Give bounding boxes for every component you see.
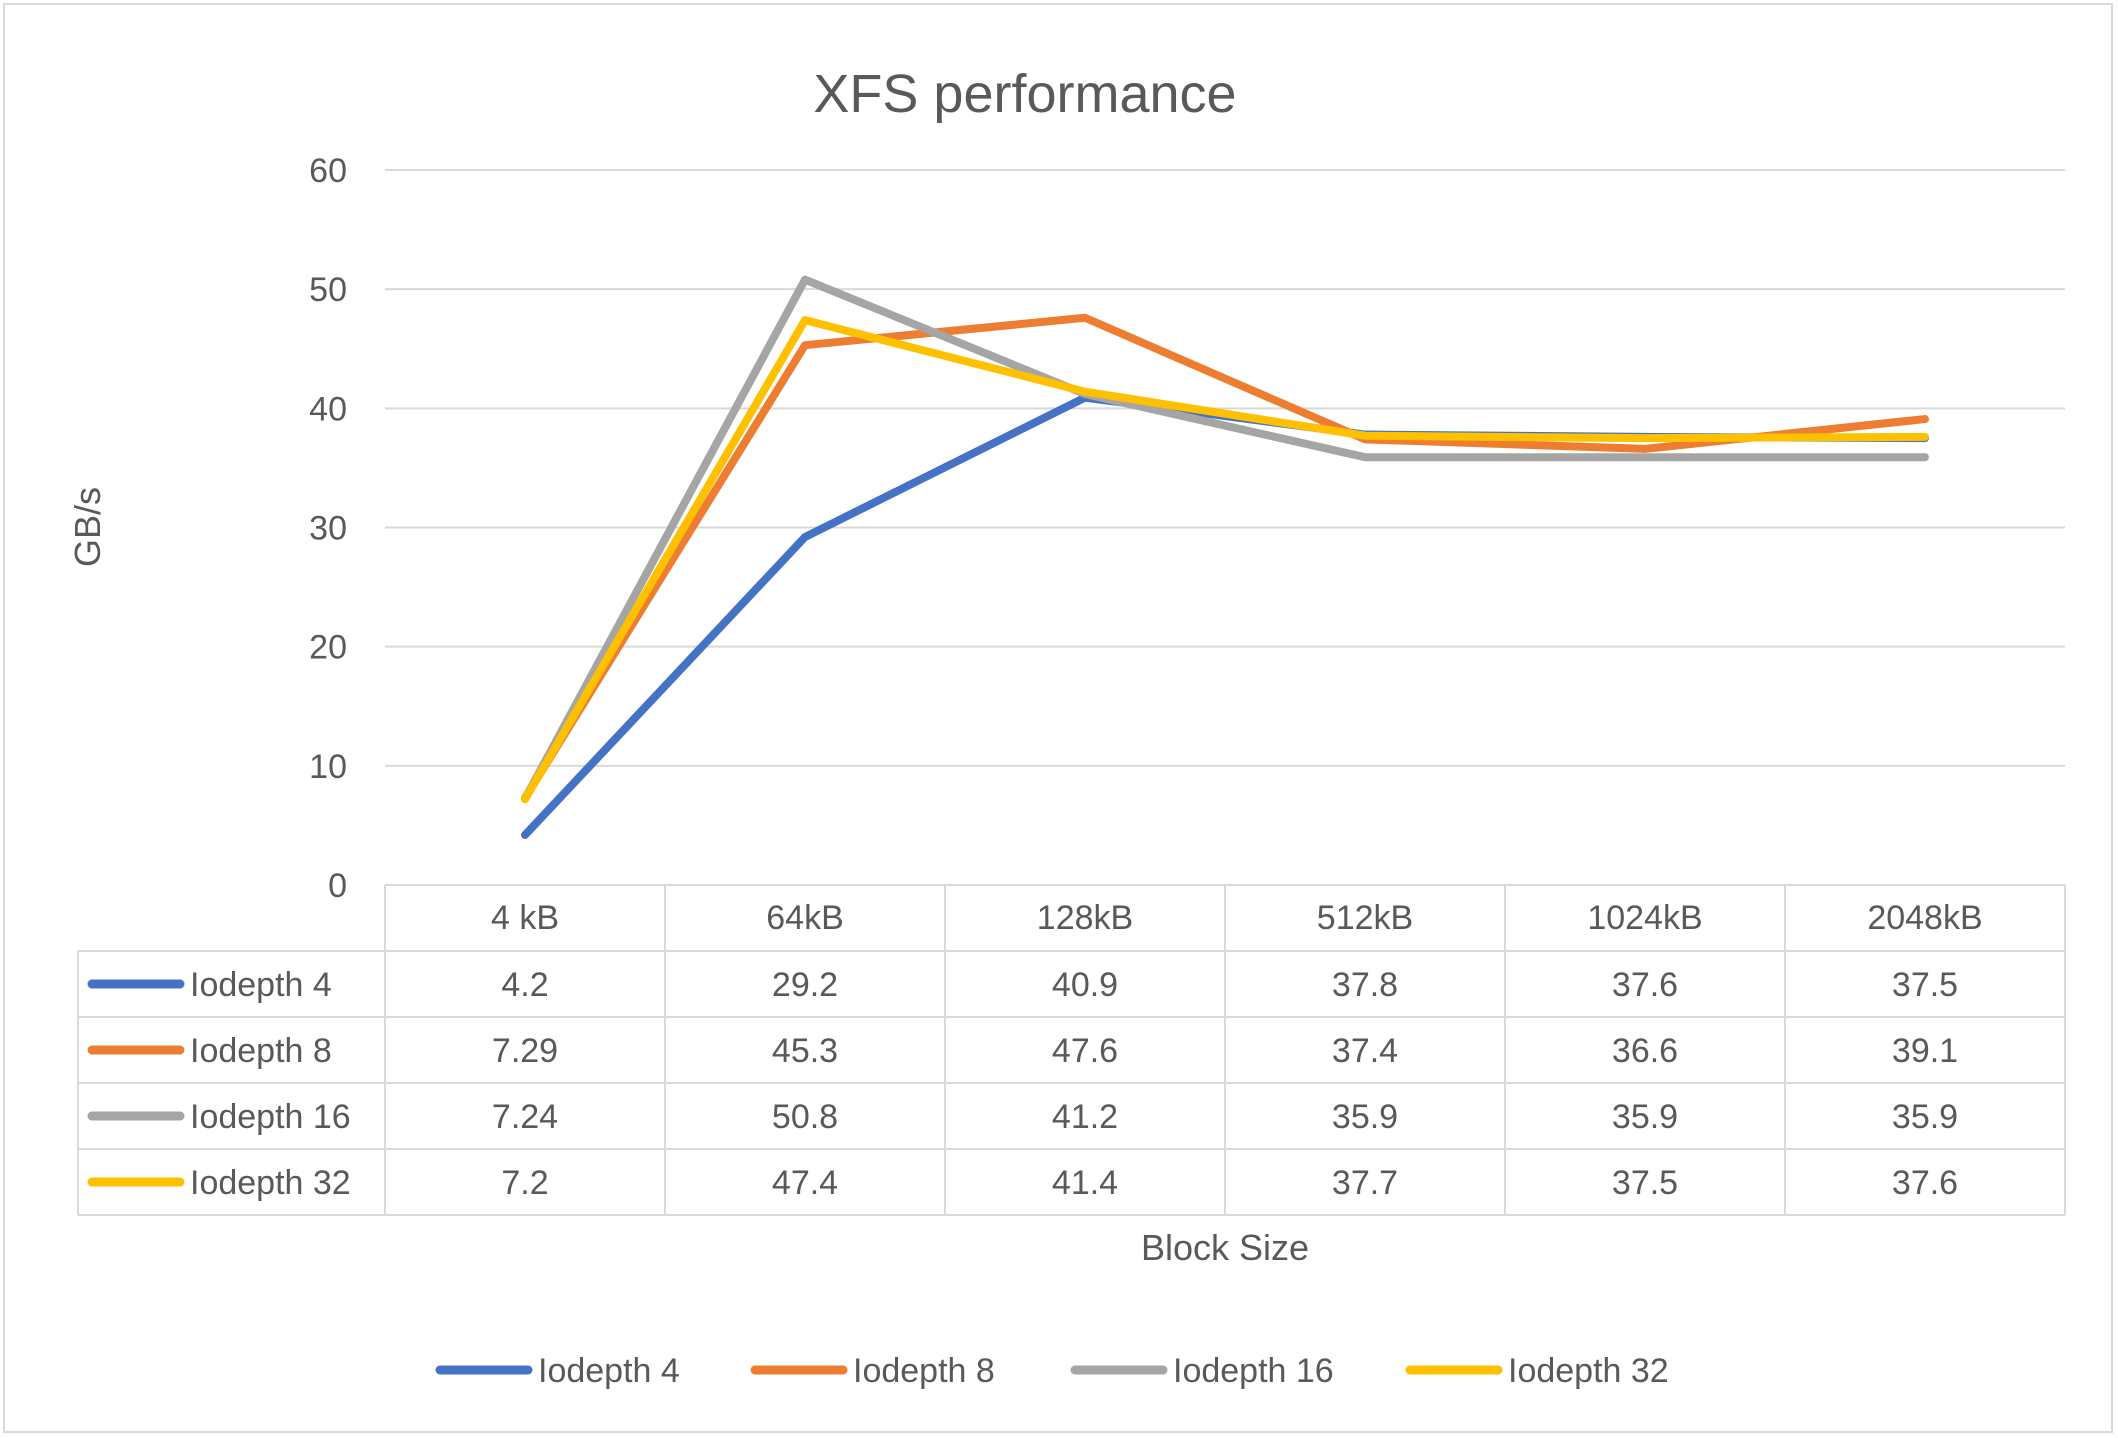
data-label: 35.9: [1332, 1098, 1398, 1136]
data-label: 4.2: [501, 966, 548, 1004]
data-label: 37.8: [1332, 966, 1398, 1004]
y-tick-label: 60: [309, 152, 347, 190]
data-label: 7.24: [492, 1098, 558, 1136]
table-series-name: Iodepth 4: [190, 966, 332, 1004]
data-label: 47.6: [1052, 1032, 1118, 1070]
legend-label: Iodepth 32: [1508, 1352, 1669, 1390]
data-label: 45.3: [772, 1032, 838, 1070]
data-label: 7.29: [492, 1032, 558, 1070]
data-label: 37.5: [1892, 966, 1958, 1004]
y-tick-label: 40: [309, 390, 347, 428]
legend-label: Iodepth 8: [853, 1352, 995, 1390]
table-series-name: Iodepth 16: [190, 1098, 351, 1136]
series-lines: [521, 275, 1929, 839]
chart-frame: [3, 3, 2113, 1433]
data-label: 39.1: [1892, 1032, 1958, 1070]
legend: Iodepth 4 Iodepth 8 Iodepth 16 Iodepth 32: [435, 1352, 1669, 1390]
data-label: 37.4: [1332, 1032, 1398, 1070]
category-label: 64kB: [766, 899, 844, 937]
data-table: 4 kB 64kB 128kB 512kB 1024kB 2048kB Iodepth 4 4…: [77, 884, 2066, 1216]
data-label: 37.6: [1892, 1164, 1958, 1202]
data-label: 47.4: [772, 1164, 838, 1202]
y-tick-label: 20: [309, 629, 347, 667]
category-label: 512kB: [1317, 899, 1413, 937]
data-label: 37.7: [1332, 1164, 1398, 1202]
y-tick-label: 30: [309, 510, 347, 548]
data-label: 35.9: [1892, 1098, 1958, 1136]
data-label: 40.9: [1052, 966, 1118, 1004]
category-label: 1024kB: [1587, 899, 1702, 937]
legend-label: Iodepth 16: [1173, 1352, 1334, 1390]
data-label: 37.6: [1612, 966, 1678, 1004]
y-tick-label: 50: [309, 271, 347, 309]
y-axis-label: GB/s: [67, 487, 108, 567]
data-label: 36.6: [1612, 1032, 1678, 1070]
data-label: 37.5: [1612, 1164, 1678, 1202]
category-label: 4 kB: [491, 899, 559, 937]
y-tick-label: 10: [309, 748, 347, 786]
table-series-name: Iodepth 8: [190, 1032, 332, 1070]
table-series-name: Iodepth 32: [190, 1164, 351, 1202]
data-label: 29.2: [772, 966, 838, 1004]
data-label: 41.2: [1052, 1098, 1118, 1136]
series-line: [521, 275, 1929, 803]
chart-title: XFS performance: [813, 64, 1236, 124]
gridlines: [385, 169, 2065, 767]
category-label: 2048kB: [1867, 899, 1982, 937]
y-tick-labels: 0 10 20 30 40 50 60: [309, 152, 347, 905]
data-label: 50.8: [772, 1098, 838, 1136]
series-line: [521, 313, 1929, 803]
y-tick-label: 0: [328, 867, 347, 905]
category-label: 128kB: [1037, 899, 1133, 937]
data-label: 41.4: [1052, 1164, 1118, 1202]
x-axis-label: Block Size: [1141, 1227, 1309, 1268]
legend-label: Iodepth 4: [538, 1352, 680, 1390]
series-line: [521, 316, 1929, 804]
data-label: 35.9: [1612, 1098, 1678, 1136]
data-label: 7.2: [501, 1164, 548, 1202]
